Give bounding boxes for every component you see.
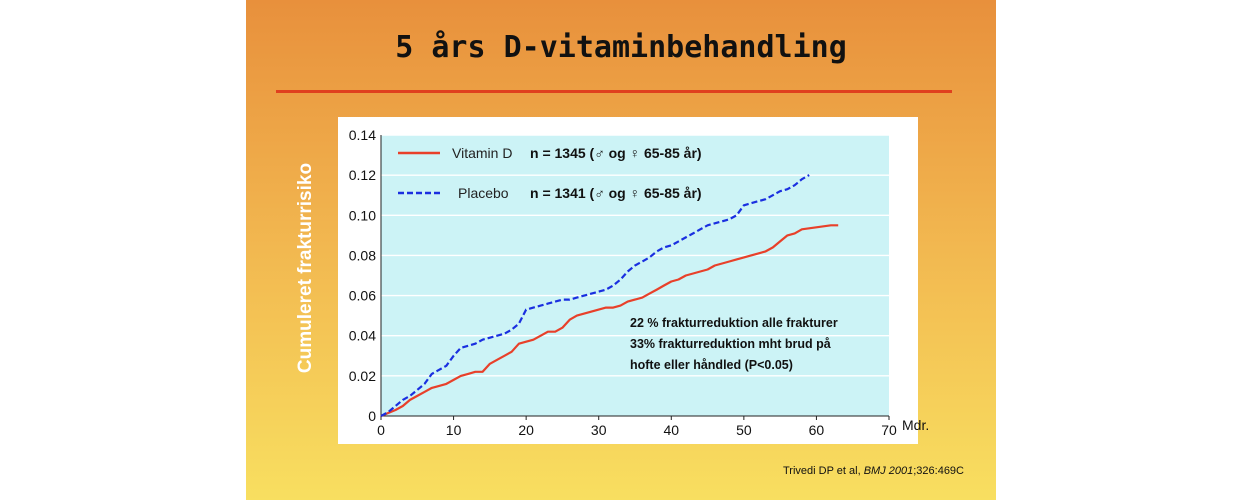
x-tick-label-0: 0: [377, 422, 385, 438]
plot-area: [381, 135, 889, 416]
legend-n-label-1: n = 1341 (♂ og ♀ 65-85 år): [530, 185, 702, 201]
fracture-risk-chart: 0 0.02 0.04 0.06 0.08 0.10 0.12 0.14 0 10 20 30 40 50…: [338, 117, 929, 444]
slide: 5 års D-vitaminbehandling Cumuleret frak…: [246, 0, 996, 500]
annotation-line-0: 22 % frakturreduktion alle frakturer: [630, 316, 838, 330]
title-divider: [276, 90, 952, 93]
y-tick-label-5: 0.10: [349, 207, 376, 223]
legend-label-1: Placebo: [458, 185, 509, 201]
y-tick-label-0: 0: [368, 408, 376, 424]
citation-ref: ;326:469C: [913, 465, 964, 477]
x-tick-label-6: 60: [809, 422, 825, 438]
x-tick-label-2: 20: [518, 422, 534, 438]
annotation-line-2: hofte eller håndled (P<0.05): [630, 358, 793, 372]
y-tick-label-1: 0.02: [349, 368, 376, 384]
citation-journal: BMJ 2001: [863, 465, 914, 477]
citation: Trivedi DP et al, BMJ 2001;326:469C: [783, 465, 964, 477]
y-tick-label-4: 0.08: [349, 247, 376, 263]
y-tick-label-3: 0.06: [349, 288, 376, 304]
x-tick-label-5: 50: [736, 422, 752, 438]
x-tick-label-1: 10: [446, 422, 462, 438]
legend-label-0: Vitamin D: [452, 145, 512, 161]
series-line-vitamin-d: [380, 224, 839, 418]
y-tick-label-7: 0.14: [349, 127, 376, 143]
citation-author: Trivedi DP et al,: [783, 465, 864, 477]
annotation-line-1: 33% frakturreduktion mht brud på: [630, 337, 831, 351]
series-line-placebo: [380, 174, 810, 417]
x-tick-label-7: 70: [881, 422, 897, 438]
legend-n-label-0: n = 1345 (♂ og ♀ 65-85 år): [530, 145, 702, 161]
x-axis-label: Mdr.: [902, 417, 929, 433]
x-tick-label-4: 40: [663, 422, 679, 438]
y-tick-label-2: 0.04: [349, 328, 376, 344]
slide-title: 5 års D-vitaminbehandling: [395, 30, 847, 65]
x-tick-label-3: 30: [591, 422, 607, 438]
y-tick-label-6: 0.12: [349, 167, 376, 183]
